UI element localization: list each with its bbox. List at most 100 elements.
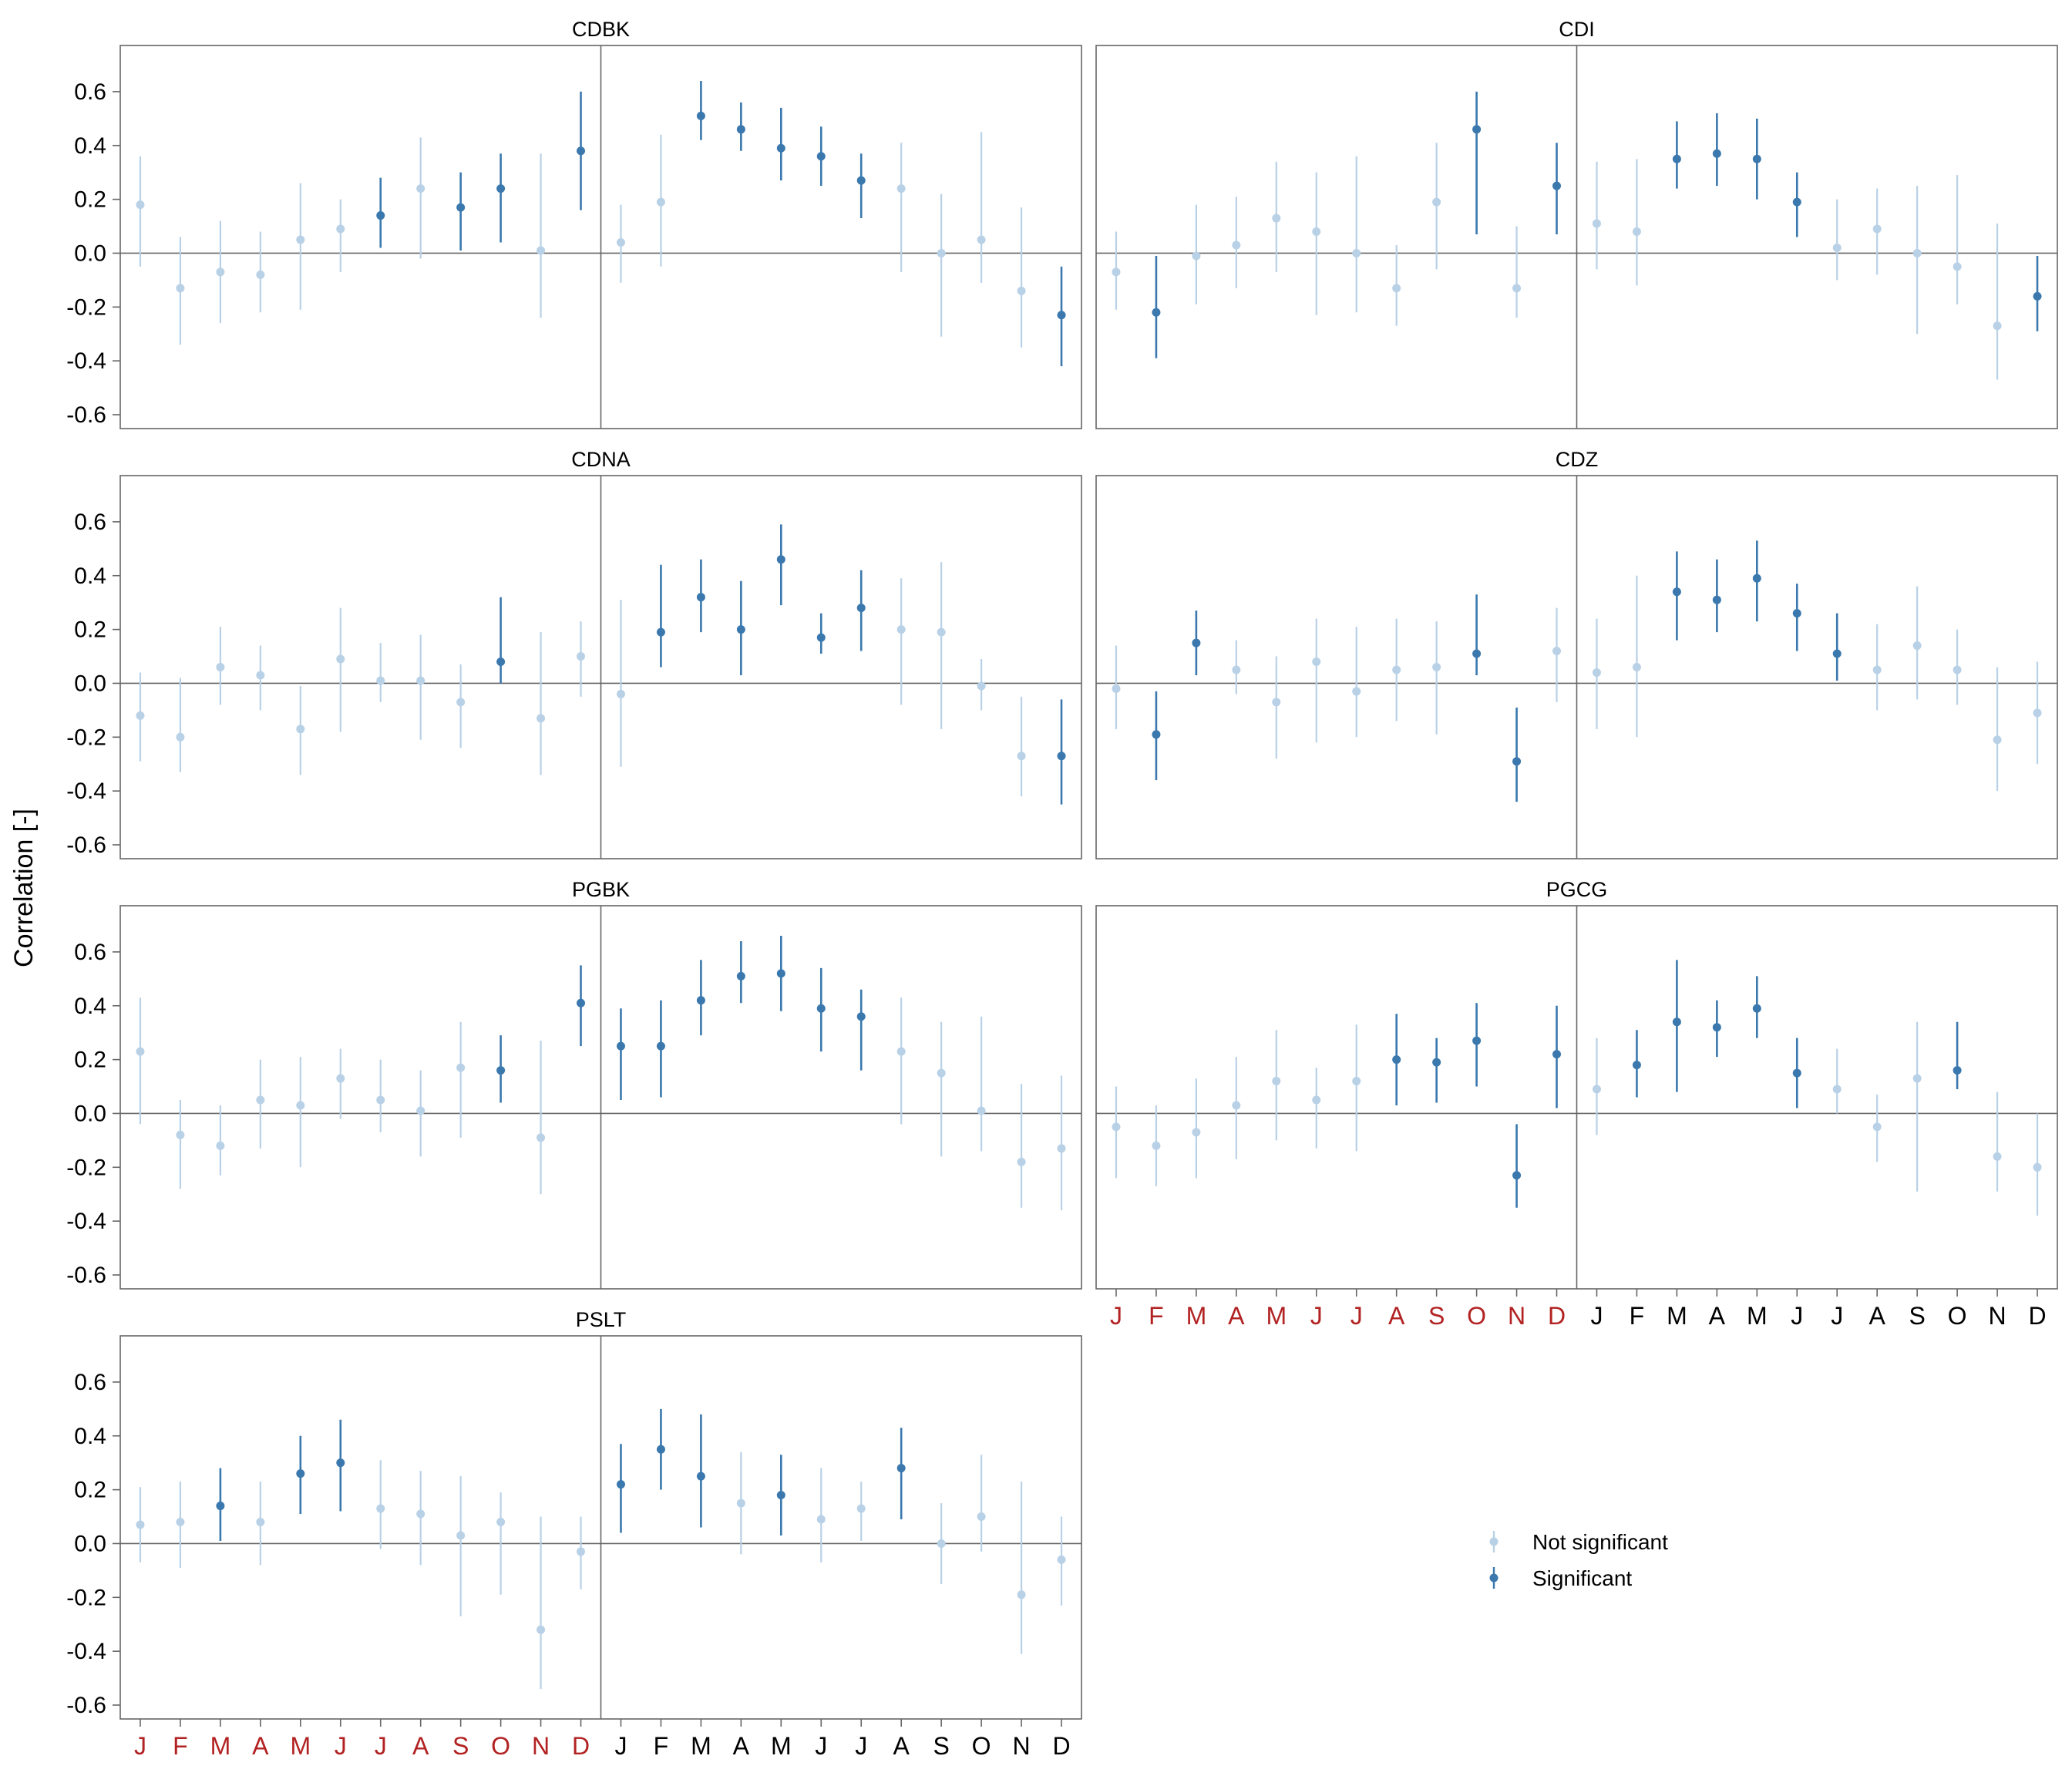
data-point [1152,1141,1161,1150]
x-tick-label: M [210,1732,231,1760]
x-tick-label: M [691,1732,711,1760]
data-point [937,248,946,257]
data-point [696,111,705,120]
y-tick-label: -0.6 [66,1693,106,1718]
data-point [896,184,906,193]
data-point [176,284,185,293]
data-point [456,698,466,707]
data-point [856,176,866,185]
data-point [656,1041,665,1051]
data-point [456,203,466,212]
x-tick-label: M [771,1732,792,1760]
data-point [1912,248,1922,257]
x-tick-label: N [1013,1732,1031,1760]
data-point [937,627,946,637]
x-tick-label: J [1590,1302,1603,1330]
data-point [1472,649,1482,658]
y-tick-label: -0.2 [66,725,106,750]
data-point [1232,240,1241,250]
x-tick-label: F [654,1732,669,1760]
x-tick-label: F [1149,1302,1164,1330]
data-point [376,676,385,685]
data-point [336,224,345,234]
data-point [1993,321,2002,331]
y-tick-label: -0.4 [66,1639,106,1664]
data-point [816,1515,826,1524]
x-tick-label: M [1266,1302,1287,1330]
panel-title: CDI [1559,18,1595,41]
data-point [816,1004,826,1013]
data-point [696,996,705,1005]
x-tick-label: O [1467,1302,1486,1330]
data-point [1832,1085,1842,1094]
x-tick-label: M [1186,1302,1207,1330]
data-point [336,1458,345,1468]
data-point [1752,1004,1761,1013]
data-point [256,1518,265,1527]
x-tick-label: D [1052,1732,1070,1760]
y-tick-label: 0.0 [74,1531,106,1556]
data-point [1057,311,1066,320]
data-point [1512,757,1522,766]
data-point [1352,1077,1361,1086]
x-tick-label: A [733,1732,750,1760]
panels: CDBK -0.6 -0.4 -0.2 0.0 0.2 0.4 0.6 CDI CDNA -0.6 -… [66,18,2058,1760]
data-point [296,1469,305,1478]
y-tick-label: -0.6 [66,402,106,428]
data-point [1017,752,1026,761]
data-point [1057,752,1066,761]
data-point [1552,1050,1562,1059]
x-tick-label: J [815,1732,827,1760]
data-point [656,1445,665,1454]
data-point [1017,1590,1026,1599]
x-tick-label: J [1310,1302,1323,1330]
data-point [1192,1128,1201,1137]
data-point [1792,1068,1801,1078]
legend-label: Not significant [1532,1530,1668,1554]
data-point [896,625,906,634]
data-point [256,270,265,279]
y-tick-label: 0.0 [74,1101,106,1126]
x-tick-label: O [972,1732,991,1760]
data-point [1352,687,1361,696]
data-point [416,676,426,685]
data-point [616,689,625,698]
y-tick-label: 0.4 [74,1424,106,1449]
data-point [616,1041,625,1051]
data-point [776,143,785,153]
data-point [1632,1061,1641,1070]
y-tick-label: -0.4 [66,1209,106,1234]
data-point [1272,698,1281,707]
x-tick-label: J [855,1732,867,1760]
data-point [1832,649,1842,658]
data-point [456,1531,466,1540]
data-point [216,1141,225,1150]
data-point [1953,262,1962,271]
x-tick-label: D [572,1732,590,1760]
data-point [1432,1058,1441,1067]
y-tick-label: 0.6 [74,510,106,535]
x-tick-label: J [1110,1302,1122,1330]
data-point [1112,267,1121,277]
data-point [1272,214,1281,223]
data-point [1993,735,2002,745]
data-point [816,152,826,161]
data-point [1712,595,1721,604]
y-tick-label: 0.6 [74,1370,106,1395]
data-point [977,235,986,244]
data-point [1592,1085,1601,1094]
data-point [896,1464,906,1473]
y-tick-label: -0.6 [66,1263,106,1288]
data-point [1872,665,1882,674]
data-point [1232,665,1241,674]
data-point [1312,227,1321,237]
x-tick-label: J [614,1732,627,1760]
legend-label: Significant [1532,1566,1632,1590]
x-tick-label: M [1747,1302,1768,1330]
data-point [536,1133,546,1142]
data-point [296,1101,305,1110]
data-point [136,200,145,210]
data-point [1017,286,1026,295]
data-point [1632,663,1641,671]
